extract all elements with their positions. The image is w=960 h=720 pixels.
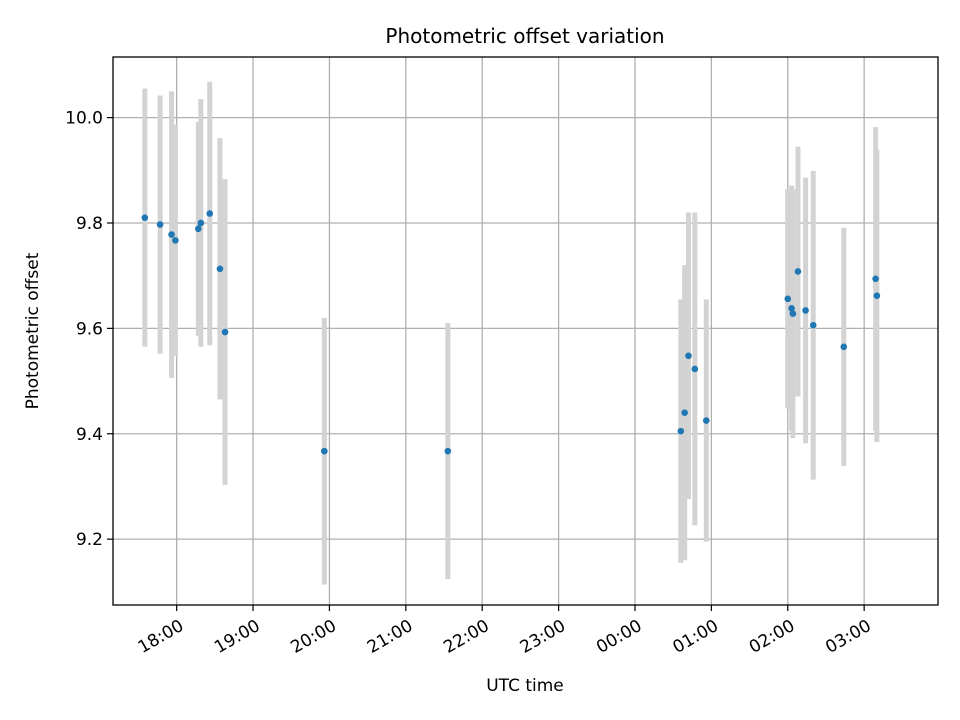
data-point: [444, 447, 452, 455]
data-point: [685, 352, 692, 360]
data-point: [195, 225, 202, 233]
data-point: [677, 427, 685, 435]
data-points: [141, 210, 881, 455]
data-point: [168, 231, 175, 238]
data-point: [794, 268, 802, 275]
data-point: [809, 321, 817, 329]
y-tick-label: 9.8: [76, 214, 103, 234]
data-point: [702, 417, 710, 424]
y-tick-label: 9.6: [76, 319, 103, 339]
data-point: [681, 409, 688, 416]
data-point: [789, 310, 797, 317]
data-point: [206, 210, 214, 217]
data-point: [172, 237, 179, 244]
data-point: [221, 328, 229, 336]
chart-title: Photometric offset variation: [385, 24, 664, 48]
data-point: [784, 295, 792, 303]
data-point: [141, 214, 149, 222]
y-axis-label: Photometric offset: [23, 252, 43, 409]
data-point: [691, 365, 699, 373]
grid: [113, 57, 938, 605]
data-point: [840, 343, 848, 351]
plot-frame: [112, 56, 939, 606]
data-point: [802, 307, 809, 314]
data-point: [197, 219, 205, 227]
data-point: [216, 265, 224, 273]
data-point: [872, 275, 879, 283]
y-tick-label: 9.4: [76, 425, 103, 445]
data-point: [788, 305, 795, 312]
y-tick-label: 9.2: [76, 530, 103, 550]
data-point: [873, 292, 881, 299]
data-point: [156, 221, 164, 228]
data-point: [321, 447, 328, 455]
y-axis-ticks: 9.2 9.4 9.6 9.8 10.0: [65, 109, 113, 550]
x-axis-label: UTC time: [486, 676, 564, 696]
y-tick-label: 10.0: [65, 109, 103, 129]
